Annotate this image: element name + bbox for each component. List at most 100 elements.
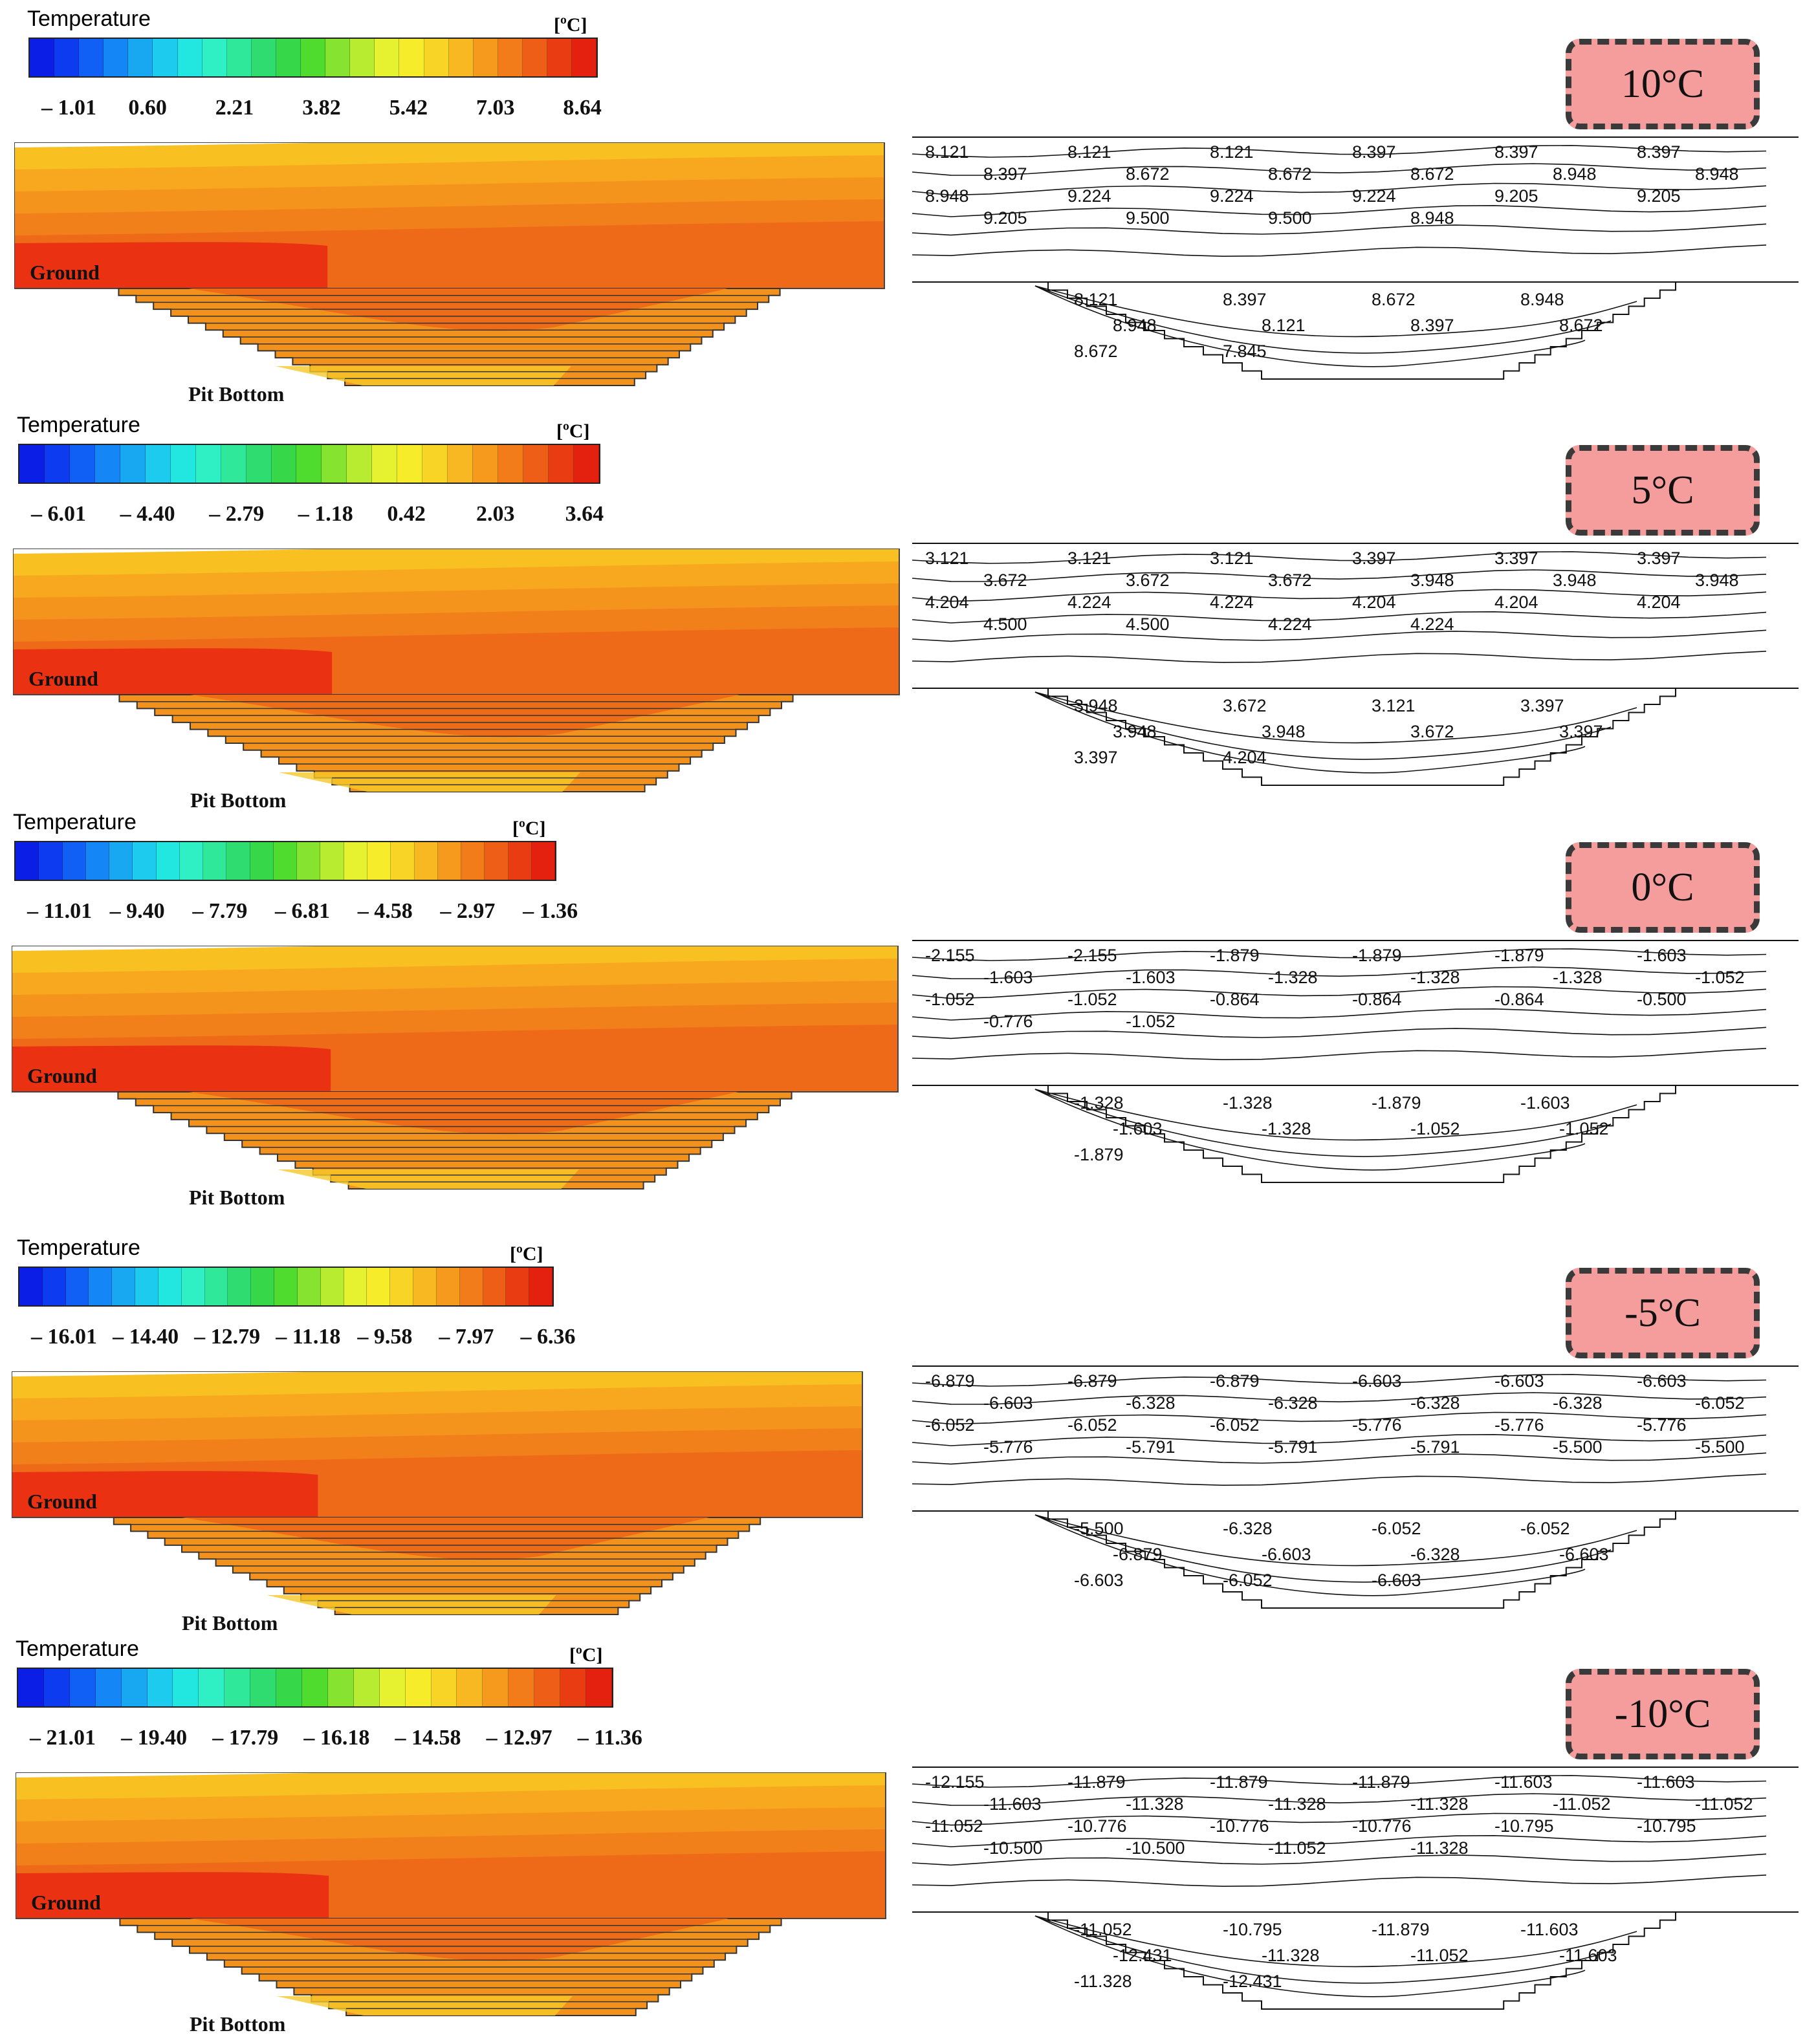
isotherm-value-label: -6.328	[1223, 1519, 1273, 1538]
ground-label: Ground	[27, 1064, 97, 1087]
colorbar-swatch	[344, 842, 367, 880]
colorbar-swatch	[585, 1669, 612, 1706]
isotherm-value-label: 9.500	[1268, 208, 1312, 228]
isotherm-value-label: -6.052	[1520, 1519, 1570, 1538]
legend-title: Temperature	[27, 6, 151, 31]
colorbar	[28, 38, 598, 78]
colorbar-swatch	[506, 1268, 530, 1305]
isotherm-value-label: -1.052	[1067, 990, 1117, 1009]
isotherm-line	[912, 223, 1767, 236]
isotherm-value-label: -6.052	[1372, 1519, 1421, 1538]
legend-unit: [ºC]	[510, 1243, 543, 1265]
warm-ground-zone	[13, 648, 333, 695]
isotherm-value-label: -1.052	[1410, 1119, 1460, 1138]
isotherm-value-label: -11.052	[1695, 1794, 1753, 1814]
isotherm-value-label: -11.328	[1268, 1794, 1326, 1814]
isotherm-value-label: -0.776	[983, 1012, 1033, 1031]
pit-outline	[1029, 1510, 1799, 1609]
colorbar-swatch	[145, 445, 171, 483]
isotherm-line	[912, 629, 1767, 642]
colorbar-tick-label: 5.42	[389, 96, 428, 120]
isotherm-value-label: 3.121	[925, 549, 969, 568]
isotherm-line	[1034, 285, 1586, 367]
colorbar-swatch	[228, 1268, 252, 1305]
isotherm-value-label: -10.776	[1210, 1816, 1269, 1836]
isotherm-value-label: 3.672	[983, 571, 1027, 590]
isotherm-value-label: 8.948	[1520, 290, 1564, 309]
isotherm-line	[1034, 1089, 1637, 1141]
colorbar-swatch	[529, 1268, 553, 1305]
isotherm-value-label: -12.431	[1113, 1946, 1172, 1965]
colorbar-swatch	[195, 445, 221, 483]
colorbar-swatch	[109, 842, 133, 880]
colorbar-swatch	[498, 445, 524, 483]
isotherm-value-label: 8.672	[1268, 164, 1312, 184]
colorbar-swatch	[301, 1669, 328, 1706]
colorbar-swatch	[181, 1268, 205, 1305]
isotherm-value-label: 3.948	[1113, 722, 1157, 741]
colorbar-swatch	[121, 1669, 148, 1706]
isotherm-line	[912, 1834, 1767, 1847]
isotherm-value-label: -1.603	[1637, 946, 1687, 965]
colorbar-swatch	[350, 39, 375, 76]
isotherm-value-label: -5.500	[1553, 1437, 1603, 1457]
isotherm-value-label: 9.205	[1494, 186, 1538, 206]
isotherm-value-label: 4.224	[1268, 614, 1312, 634]
pit-outline	[1029, 281, 1799, 380]
isotherm-value-label: -1.603	[983, 968, 1033, 987]
isotherm-value-label: 8.672	[1410, 164, 1454, 184]
isotherm-value-label: 3.397	[1520, 696, 1564, 715]
warm-ground-zone	[12, 1471, 318, 1517]
isotherm-value-label: -1.879	[1210, 946, 1260, 965]
colorbar-swatch	[367, 1268, 391, 1305]
isotherm-value-label: -11.603	[983, 1794, 1042, 1814]
colorbar-swatch	[54, 39, 80, 76]
isotherm-value-label: 8.397	[1637, 142, 1681, 162]
isotherm-line	[912, 551, 1767, 564]
isotherm-value-label: 9.500	[1126, 208, 1170, 228]
isotherm-value-label: -1.052	[1126, 1012, 1176, 1031]
colorbar-tick-label: – 2.79	[209, 502, 265, 526]
isotherm-value-label: -6.879	[1210, 1371, 1260, 1391]
isotherm-value-label: -11.328	[1126, 1794, 1184, 1814]
isotherm-line	[1034, 1514, 1637, 1567]
isotherm-value-label: -11.879	[1067, 1772, 1126, 1792]
colorbar-swatch	[522, 39, 547, 76]
isotherm-line	[912, 1374, 1767, 1387]
isotherm-value-label: -11.603	[1637, 1772, 1695, 1792]
colorbar-swatch	[327, 1669, 354, 1706]
colorbar-swatch	[531, 842, 556, 880]
isotherm-value-label: 8.948	[1695, 164, 1739, 184]
pit-bottom-label: Pit Bottom	[190, 788, 287, 812]
colorbar-tick-label: – 16.01	[31, 1325, 97, 1349]
isotherm-value-label: -1.328	[1262, 1119, 1311, 1138]
isotherm-value-label: 3.397	[1559, 722, 1603, 741]
colorbar-tick-label: – 2.97	[440, 899, 496, 923]
colorbar-swatch	[69, 1669, 96, 1706]
colorbar-swatch	[226, 842, 250, 880]
isotherm-value-label: -1.603	[1113, 1119, 1163, 1138]
colorbar-swatch	[16, 842, 39, 880]
isotherm-line	[912, 182, 1767, 196]
isotherm-value-label: -6.052	[925, 1415, 975, 1435]
colorbar-tick-label: – 4.58	[357, 899, 413, 923]
isotherm-value-label: 8.948	[1553, 164, 1597, 184]
case-row-1: Temperature [ºC] – 1.01 0.60 2.21 3.82 5.42 7…	[0, 0, 1816, 406]
colorbar-tick-label: – 11.36	[577, 1726, 642, 1750]
isotherm-value-label: -5.791	[1126, 1437, 1176, 1457]
isotherm-value-label: -0.864	[1210, 990, 1260, 1009]
colorbar-tick-label: – 7.79	[192, 899, 248, 923]
colorbar-swatch	[547, 39, 573, 76]
colorbar-tick-label: 2.21	[215, 96, 254, 120]
colorbar-swatch	[457, 1669, 483, 1706]
colorbar	[18, 444, 600, 484]
colorbar-tick-label: – 4.40	[120, 502, 175, 526]
isotherm-value-label: -6.879	[1067, 1371, 1117, 1391]
isotherm-value-label: -6.603	[1074, 1571, 1124, 1590]
colorbar-swatch	[203, 842, 227, 880]
colorbar-swatch	[85, 842, 110, 880]
isotherm-value-label: -6.328	[1410, 1393, 1460, 1413]
isotherm-value-label: -5.500	[1074, 1519, 1124, 1538]
colorbar-swatch	[274, 1268, 298, 1305]
isotherm-value-label: -10.795	[1637, 1816, 1696, 1836]
